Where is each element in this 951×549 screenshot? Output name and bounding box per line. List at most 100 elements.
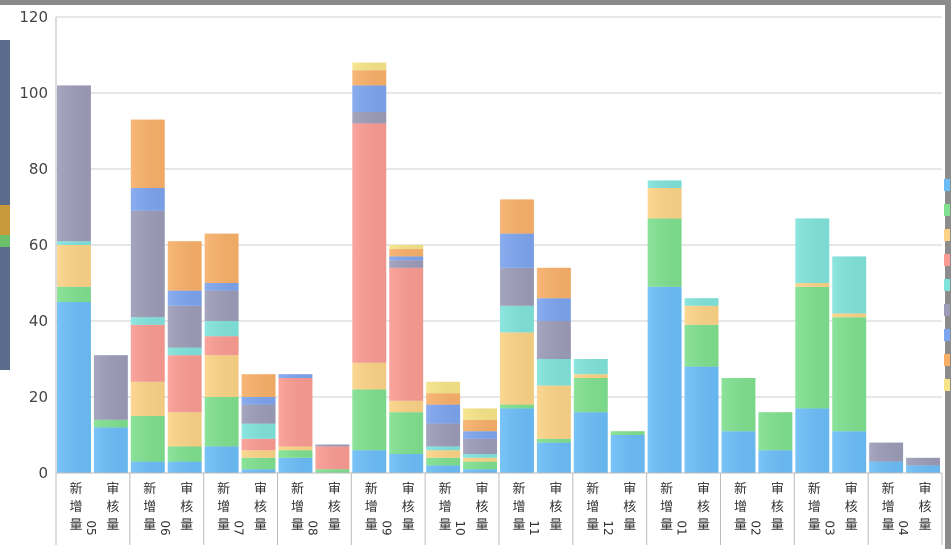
y-tick-label: 20 [29,388,48,406]
y-tick-label: 80 [29,160,48,178]
x-category-label: 新增量 [586,481,599,533]
x-group-label: 11 [527,520,541,535]
bar-shade [869,442,904,473]
x-category-label: 审核量 [549,482,562,533]
x-category-label: 审核量 [919,482,932,533]
bar-stack [93,355,128,473]
bar-stack [795,218,830,473]
bar-shade [832,256,867,473]
bar-shade [500,199,534,473]
bar-stack [832,256,867,473]
y-tick-label: 100 [19,84,48,102]
bars [57,62,940,474]
bar-shade [647,180,682,473]
bar-shade [684,298,719,473]
bar-shade [610,431,645,473]
bar-shade [278,374,313,473]
x-category-label: 新增量 [660,481,673,533]
bar-stack [167,241,202,473]
y-axis: 0 20 40 60 80 100 120 [19,8,57,482]
x-group-label: 03 [822,520,836,535]
y-tick-label: 120 [19,8,48,26]
bar-stack [610,431,645,473]
legend-marker [944,329,950,341]
x-category-label: 新增量 [365,481,378,533]
y-tick-label: 0 [38,464,48,482]
bar-stack [869,442,904,473]
bar-stack [500,199,534,473]
y-tick-label: 40 [29,312,48,330]
x-group-label: 08 [305,520,319,535]
bar-stack [573,359,608,473]
bar-stack [315,444,350,473]
bar-stack [721,378,756,473]
bar-shade [130,119,165,473]
bar-shade [167,241,202,473]
x-group-label: 02 [748,520,762,535]
bar-shade [536,267,571,473]
x-group-label: 05 [84,520,98,535]
bar-shade [315,444,350,473]
x-group-label: 06 [158,520,172,535]
x-category-label: 审核量 [402,482,415,533]
bar-stack [204,233,239,473]
x-axis: 新增量 审核量 新增量 审核量 新增量 审核量 新增量 审核量 新增量 审核量 新增量 审核量 新增量 审… [55,472,943,545]
legend-marker [944,179,950,191]
x-group-label: 09 [379,520,393,535]
x-category-label: 新增量 [143,481,156,533]
bar-stack [57,85,91,474]
bar-stack [647,180,682,473]
x-category-label: 审核量 [697,482,710,533]
window-top-border [0,0,951,5]
background-window-strip-accent [0,205,10,235]
x-category-label: 审核量 [180,482,193,533]
x-category-label: 新增量 [808,481,821,533]
bar-stack [463,408,497,473]
bar-shade [389,245,424,473]
legend-marker [944,354,950,366]
x-category-label: 审核量 [328,482,341,533]
x-category-label: 新增量 [69,481,82,533]
bar-shade [795,218,830,473]
x-category-label: 新增量 [734,481,747,533]
bar-stack [278,374,313,473]
x-category-label: 审核量 [771,482,784,533]
x-category-label: 新增量 [882,481,895,533]
bar-shade [241,374,276,473]
y-tick-label: 60 [29,236,48,254]
x-category-label: 新增量 [439,481,452,533]
x-category-label: 审核量 [476,482,489,533]
window-right-border [945,0,951,549]
legend-marker [944,279,950,291]
x-group-label: 01 [675,520,689,535]
legend-marker [944,304,950,316]
bar-stack [684,298,719,473]
x-category-label: 新增量 [217,481,230,533]
bar-stack [536,267,571,473]
bar-stack [389,245,424,473]
bar-stack [352,62,387,473]
bar-shade [721,378,756,473]
bar-stack [130,119,165,473]
bar-stack [426,381,461,473]
x-group-label: 10 [453,520,467,535]
bar-shade [93,355,128,473]
x-category-label: 审核量 [623,482,636,533]
bar-shade [204,233,239,473]
x-category-label: 审核量 [254,482,267,533]
x-category-label: 新增量 [512,481,525,533]
legend-marker [944,254,950,266]
bar-shade [426,381,461,473]
bar-stack [758,412,793,473]
x-group-label: 07 [232,520,246,535]
x-category-label: 新增量 [291,481,304,533]
x-group-label: 04 [896,520,910,535]
x-group-label: 12 [601,520,615,535]
legend-marker [944,379,950,391]
x-category-label: 审核量 [106,482,119,533]
x-category-label: 审核量 [845,482,858,533]
legend-marker [944,229,950,241]
legend-marker [944,204,950,216]
bar-stack [906,457,940,473]
